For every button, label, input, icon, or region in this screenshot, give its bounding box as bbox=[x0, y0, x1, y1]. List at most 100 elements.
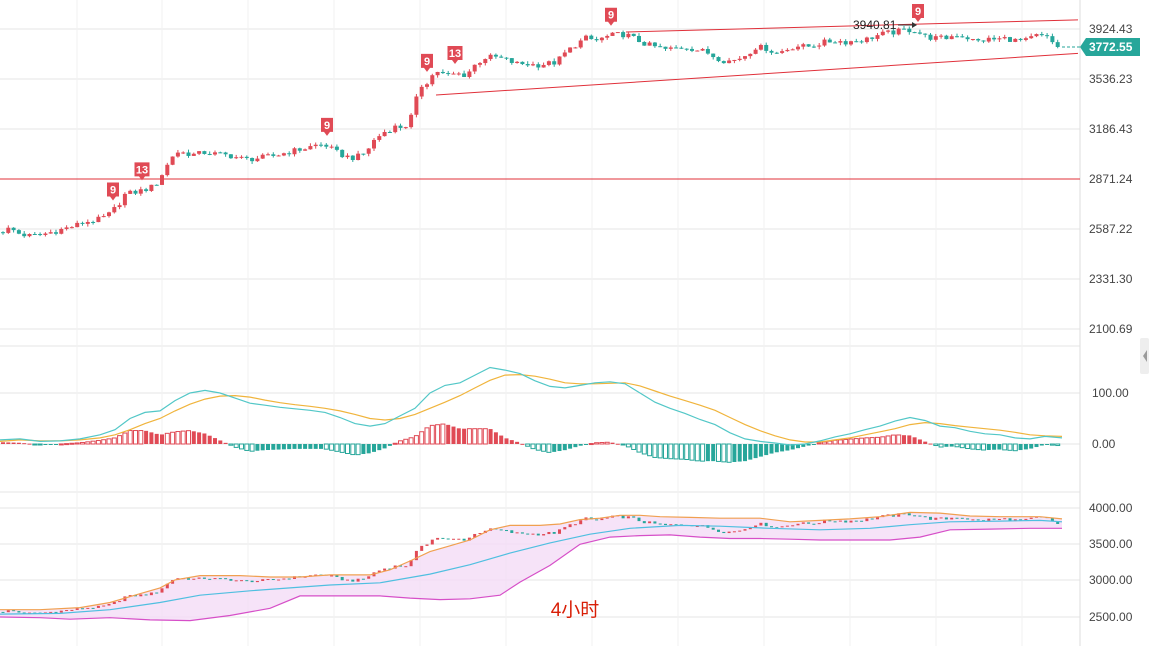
boll-candle bbox=[520, 532, 524, 534]
macd-histogram-bar bbox=[832, 439, 838, 445]
macd-histogram-bar bbox=[769, 444, 774, 454]
macd-histogram-bar bbox=[345, 443, 350, 454]
macd-histogram-bar bbox=[997, 444, 1002, 450]
boll-candle bbox=[764, 522, 768, 527]
macd-histogram-bar bbox=[37, 443, 43, 446]
boll-candle bbox=[399, 565, 402, 567]
macd-histogram-bar bbox=[69, 442, 75, 445]
macd-histogram-bar bbox=[827, 440, 833, 445]
boll-candle bbox=[997, 518, 1001, 520]
macd-histogram-bar bbox=[816, 442, 822, 445]
axis-scroll-handle[interactable] bbox=[1140, 338, 1149, 374]
candle-body bbox=[679, 47, 684, 49]
candle-body bbox=[329, 146, 334, 148]
macd-histogram-bar bbox=[223, 442, 228, 444]
macd-histogram-bar bbox=[599, 441, 605, 445]
candle-body bbox=[493, 54, 498, 57]
current-price-badge bbox=[1080, 38, 1140, 56]
macd-histogram-bar bbox=[837, 439, 843, 445]
macd-histogram-bar bbox=[684, 443, 690, 461]
candle-body bbox=[806, 44, 811, 47]
boll-candle bbox=[907, 513, 911, 516]
candle-body bbox=[387, 131, 392, 133]
macd-histogram-bar bbox=[949, 444, 954, 447]
candle-body bbox=[27, 234, 32, 237]
boll-candle bbox=[918, 515, 922, 517]
macd-histogram-bar bbox=[271, 444, 276, 450]
candle-body bbox=[11, 227, 16, 231]
candle-body bbox=[509, 58, 514, 63]
price-tick-label: 2871.24 bbox=[1089, 172, 1133, 186]
boll-candle bbox=[1050, 517, 1054, 522]
candle-body bbox=[907, 28, 912, 33]
current-price-label: 3772.55 bbox=[1089, 40, 1133, 54]
candle-body bbox=[626, 33, 631, 38]
macd-histogram-bar bbox=[620, 443, 626, 446]
macd-histogram-bar bbox=[175, 431, 181, 445]
macd-histogram-bar bbox=[482, 428, 488, 445]
macd-histogram-bar bbox=[764, 444, 769, 456]
boll-candle bbox=[22, 612, 26, 614]
macd-histogram-bar bbox=[191, 431, 196, 444]
candle-body bbox=[520, 61, 525, 65]
macd-histogram-bar bbox=[451, 426, 456, 444]
candle-body bbox=[69, 227, 74, 229]
boll-candle bbox=[1024, 518, 1028, 520]
boll-candle bbox=[261, 579, 265, 581]
boll-candle bbox=[1, 611, 5, 613]
macd-histogram-bar bbox=[944, 444, 949, 447]
macd-histogram-bar bbox=[233, 443, 239, 448]
boll-candle bbox=[854, 520, 858, 522]
macd-histogram-bar bbox=[748, 444, 753, 460]
macd-histogram-bar bbox=[350, 443, 356, 456]
candle-body bbox=[499, 56, 504, 58]
boll-candle bbox=[1029, 517, 1033, 519]
macd-tick-label: 100.00 bbox=[1092, 386, 1129, 400]
candle-body bbox=[393, 125, 398, 133]
boll-candle bbox=[28, 612, 31, 614]
candle-body bbox=[562, 52, 567, 57]
macd-histogram-bar bbox=[424, 427, 430, 445]
macd-histogram-bar bbox=[127, 430, 133, 445]
boll-candle bbox=[573, 524, 577, 526]
macd-histogram-bar bbox=[101, 439, 107, 445]
macd-histogram-bar bbox=[530, 443, 536, 450]
candle-body bbox=[769, 50, 774, 53]
macd-histogram-bar bbox=[716, 443, 721, 462]
macd-histogram-bar bbox=[80, 441, 85, 445]
boll-candle bbox=[213, 578, 217, 580]
macd-histogram-bar bbox=[652, 443, 658, 458]
candle-body bbox=[425, 84, 429, 87]
candle-body bbox=[944, 35, 949, 40]
macd-histogram-bar bbox=[149, 432, 154, 444]
macd-histogram-bar bbox=[801, 444, 806, 447]
macd-histogram-bar bbox=[446, 424, 451, 444]
macd-histogram-bar bbox=[986, 444, 991, 450]
macd-histogram-bar bbox=[520, 443, 525, 445]
macd-histogram-bar bbox=[22, 443, 27, 445]
boll-candle bbox=[759, 522, 763, 526]
boll-candle bbox=[123, 596, 127, 602]
trend-channel-lower bbox=[435, 52, 1079, 96]
candle-body bbox=[334, 146, 339, 150]
candle-body bbox=[6, 227, 11, 233]
macd-histogram-bar bbox=[122, 432, 128, 445]
boll-candle bbox=[807, 522, 811, 524]
boll-candle bbox=[669, 524, 673, 526]
macd-histogram-bar bbox=[636, 443, 642, 453]
candle-body bbox=[827, 39, 832, 43]
macd-histogram-bar bbox=[822, 441, 827, 445]
macd-dif-line bbox=[0, 366, 1063, 446]
boll-candle bbox=[812, 523, 816, 525]
macd-histogram-bar bbox=[202, 433, 207, 444]
boll-candle bbox=[17, 611, 21, 613]
candle-body bbox=[843, 41, 848, 45]
macd-histogram-bar bbox=[890, 434, 896, 445]
boll-candle bbox=[505, 530, 508, 532]
macd-histogram-bar bbox=[1023, 444, 1028, 450]
macd-histogram-bar bbox=[197, 432, 202, 444]
macd-histogram-bar bbox=[207, 435, 212, 444]
candle-body bbox=[181, 152, 186, 154]
boll-candle bbox=[732, 531, 736, 533]
